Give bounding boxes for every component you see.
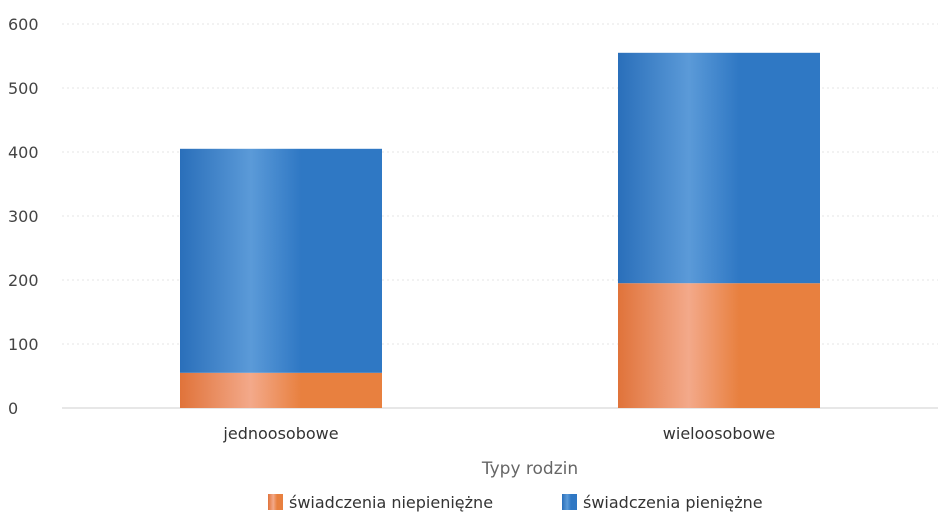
bar-segment-niepieniezne-1: [618, 283, 820, 408]
y-tick-label: 300: [8, 207, 39, 226]
bar-segment-niepieniezne-0: [180, 372, 382, 408]
legend-label: świadczenia niepieniężne: [289, 493, 493, 512]
legend-swatch: [268, 494, 283, 510]
x-category-label: jednoosobowe: [222, 424, 338, 443]
legend: świadczenia niepieniężne świadczenia pien…: [268, 493, 763, 512]
legend-swatch: [562, 494, 577, 510]
bar-segment-pieniezne-1: [618, 52, 820, 284]
y-tick-label: 0: [8, 399, 18, 418]
x-category-label: wieloosobowe: [663, 424, 775, 443]
legend-label: świadczenia pieniężne: [583, 493, 763, 512]
y-tick-label: 100: [8, 335, 39, 354]
x-axis-categories: jednoosobowe wieloosobowe: [222, 424, 775, 443]
y-tick-label: 600: [8, 15, 39, 34]
y-tick-label: 200: [8, 271, 39, 290]
y-tick-label: 400: [8, 143, 39, 162]
x-axis-title: Typy rodzin: [481, 459, 578, 479]
y-tick-label: 500: [8, 79, 39, 98]
y-axis-ticks: 0 100 200 300 400 500 600: [8, 15, 39, 418]
bar-segment-pieniezne-0: [180, 148, 382, 373]
bars: [180, 52, 820, 408]
